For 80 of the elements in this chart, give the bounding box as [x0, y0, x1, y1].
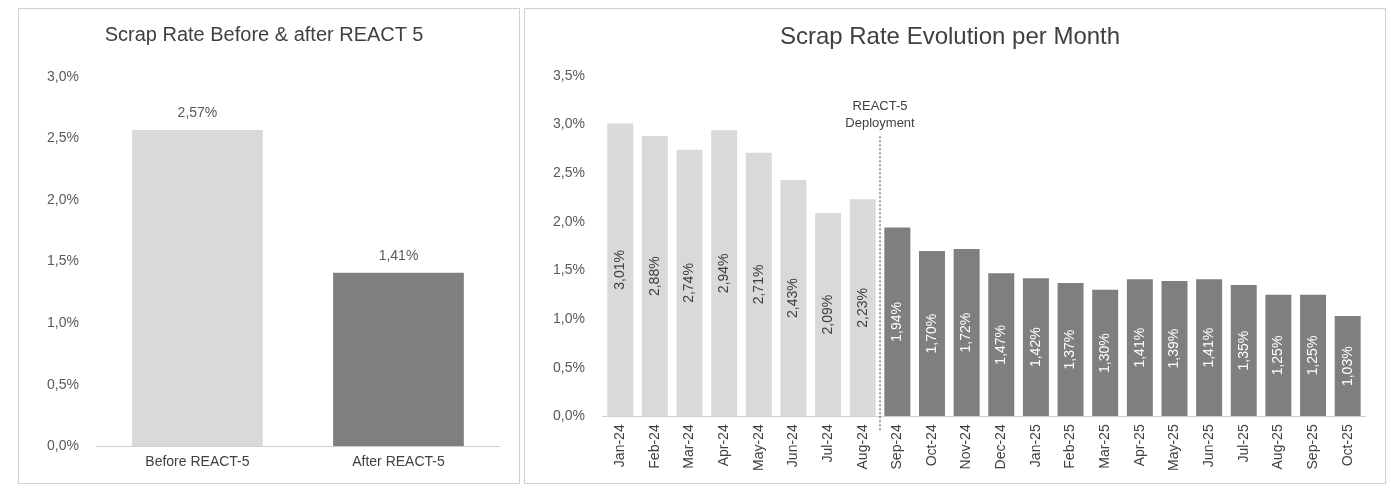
y-tick-label: 0,0%	[46, 437, 79, 454]
x-tick-label: Mar-25	[1096, 424, 1113, 469]
x-tick-label: Aug-25	[1269, 424, 1286, 470]
bar	[1022, 278, 1049, 417]
chart-title: Scrap Rate Before & after REACT 5	[104, 22, 424, 45]
annotation: REACT-5 Deployment	[845, 97, 916, 130]
x-tick-label: Apr-25	[1130, 424, 1147, 467]
bar	[884, 227, 911, 417]
bar	[919, 250, 945, 417]
data-label: 2,71%	[749, 264, 766, 305]
y-tick-label: 0,5%	[552, 358, 585, 375]
data-label: 1,47%	[992, 324, 1009, 365]
data-label: 2,23%	[853, 287, 870, 328]
data-label: 2,09%	[818, 294, 835, 335]
x-tick-label: Jan-25	[1026, 424, 1043, 468]
x-tick-label: Feb-24	[645, 424, 662, 469]
x-tick-label: Jan-24	[611, 424, 628, 468]
data-label: 2,43%	[784, 278, 801, 318]
y-tick-label: 2,0%	[46, 190, 79, 207]
x-tick-label: Before REACT-5	[145, 453, 250, 470]
data-label: 1,42%	[1026, 327, 1043, 368]
x-tick-label: Dec-24	[992, 424, 1009, 470]
bar	[953, 248, 980, 417]
bar	[1334, 316, 1361, 417]
y-tick-label: 3,0%	[46, 67, 79, 84]
x-tick-label: Sep-25	[1303, 424, 1320, 470]
y-tick-label: 0,0%	[552, 407, 585, 424]
y-tick-label: 1,0%	[46, 313, 79, 330]
data-label: 1,37%	[1061, 329, 1078, 370]
x-tick-label: Sep-24	[888, 424, 905, 470]
x-tick-label: Nov-24	[957, 424, 974, 470]
x-tick-label: Apr-24	[715, 424, 732, 467]
data-label: 1,41%	[378, 246, 419, 263]
x-tick-label: Jul-25	[1234, 424, 1251, 463]
data-label: 1,41%	[1130, 327, 1147, 368]
chart-title: Scrap Rate Evolution per Month	[779, 22, 1121, 50]
bar	[988, 273, 1015, 417]
bar	[1265, 294, 1292, 417]
x-tick-label: Jun-25	[1199, 424, 1216, 468]
y-tick-label: 1,5%	[552, 261, 585, 278]
data-label: 2,88%	[645, 256, 662, 297]
x-tick-label: May-25	[1165, 424, 1182, 471]
data-label: 3,01%	[611, 250, 628, 290]
x-tick-label: Feb-25	[1061, 424, 1078, 469]
data-label: 1,39%	[1165, 328, 1182, 369]
data-label: 2,94%	[715, 253, 732, 294]
data-label: 1,25%	[1269, 335, 1286, 376]
data-label: 2,57%	[177, 103, 218, 120]
data-label: 1,25%	[1303, 335, 1320, 376]
bar	[1300, 294, 1327, 417]
y-tick-label: 1,0%	[552, 309, 585, 326]
x-tick-label: Jun-24	[784, 424, 801, 468]
data-label: 1,70%	[922, 313, 939, 354]
bar	[1230, 284, 1257, 417]
data-label: 1,30%	[1096, 333, 1113, 373]
data-label: 1,94%	[888, 302, 905, 342]
bar	[1126, 279, 1153, 417]
x-tick-label: Aug-24	[853, 424, 870, 470]
y-tick-label: 2,5%	[552, 163, 585, 180]
y-tick-label: 3,0%	[552, 115, 585, 132]
y-tick-label: 3,5%	[552, 66, 585, 83]
x-tick-label: Oct-24	[922, 424, 939, 467]
x-tick-label: Jul-24	[818, 424, 835, 463]
data-label: 1,72%	[957, 312, 974, 353]
x-tick-label: Mar-24	[680, 424, 697, 469]
bar	[1161, 281, 1188, 417]
y-tick-label: 0,5%	[46, 375, 79, 392]
data-label: 1,03%	[1338, 346, 1355, 387]
data-label: 2,74%	[680, 263, 697, 303]
x-tick-label: Oct-25	[1338, 424, 1355, 467]
bar	[1092, 289, 1119, 417]
bar	[1196, 279, 1223, 417]
y-tick-label: 2,0%	[552, 212, 585, 229]
x-tick-label: After REACT-5	[352, 453, 445, 470]
data-label: 1,35%	[1234, 330, 1251, 371]
data-label: 1,41%	[1199, 327, 1216, 368]
bar	[1057, 283, 1084, 417]
y-tick-label: 2,5%	[46, 129, 79, 146]
y-tick-label: 1,5%	[46, 252, 79, 269]
x-tick-label: May-24	[749, 424, 766, 471]
